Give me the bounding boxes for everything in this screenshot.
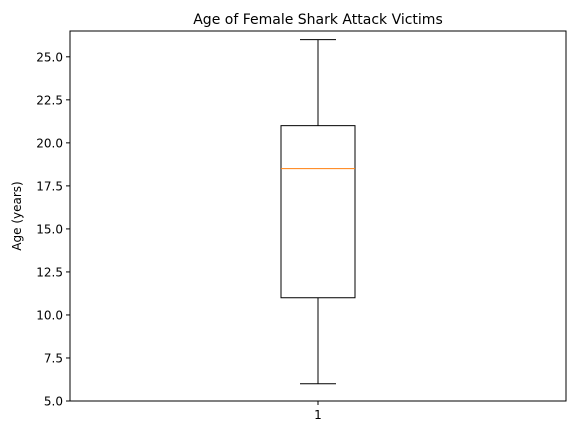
- axes-frame: [69, 30, 567, 402]
- y-tick-label: 17.5: [36, 179, 63, 193]
- y-tick-label: 5.0: [44, 395, 63, 409]
- iqr-box: [280, 125, 356, 299]
- y-tick-label: 7.5: [44, 351, 63, 365]
- y-tick-label: 15.0: [36, 222, 63, 236]
- y-tick-label: 22.5: [36, 93, 63, 107]
- y-tick-label: 12.5: [36, 265, 63, 279]
- y-tick-label: 20.0: [36, 136, 63, 150]
- y-tick-label: 25.0: [36, 50, 63, 64]
- chart-title: Age of Female Shark Attack Victims: [193, 12, 443, 28]
- x-tick-label: 1: [314, 408, 322, 422]
- y-tick-label: 10.0: [36, 308, 63, 322]
- y-axis-label: Age (years): [10, 181, 24, 250]
- plot-area: 5.0 7.5 10.0 12.5 15.0 17.5 20.0 22.5 25.0 1: [36, 39, 356, 422]
